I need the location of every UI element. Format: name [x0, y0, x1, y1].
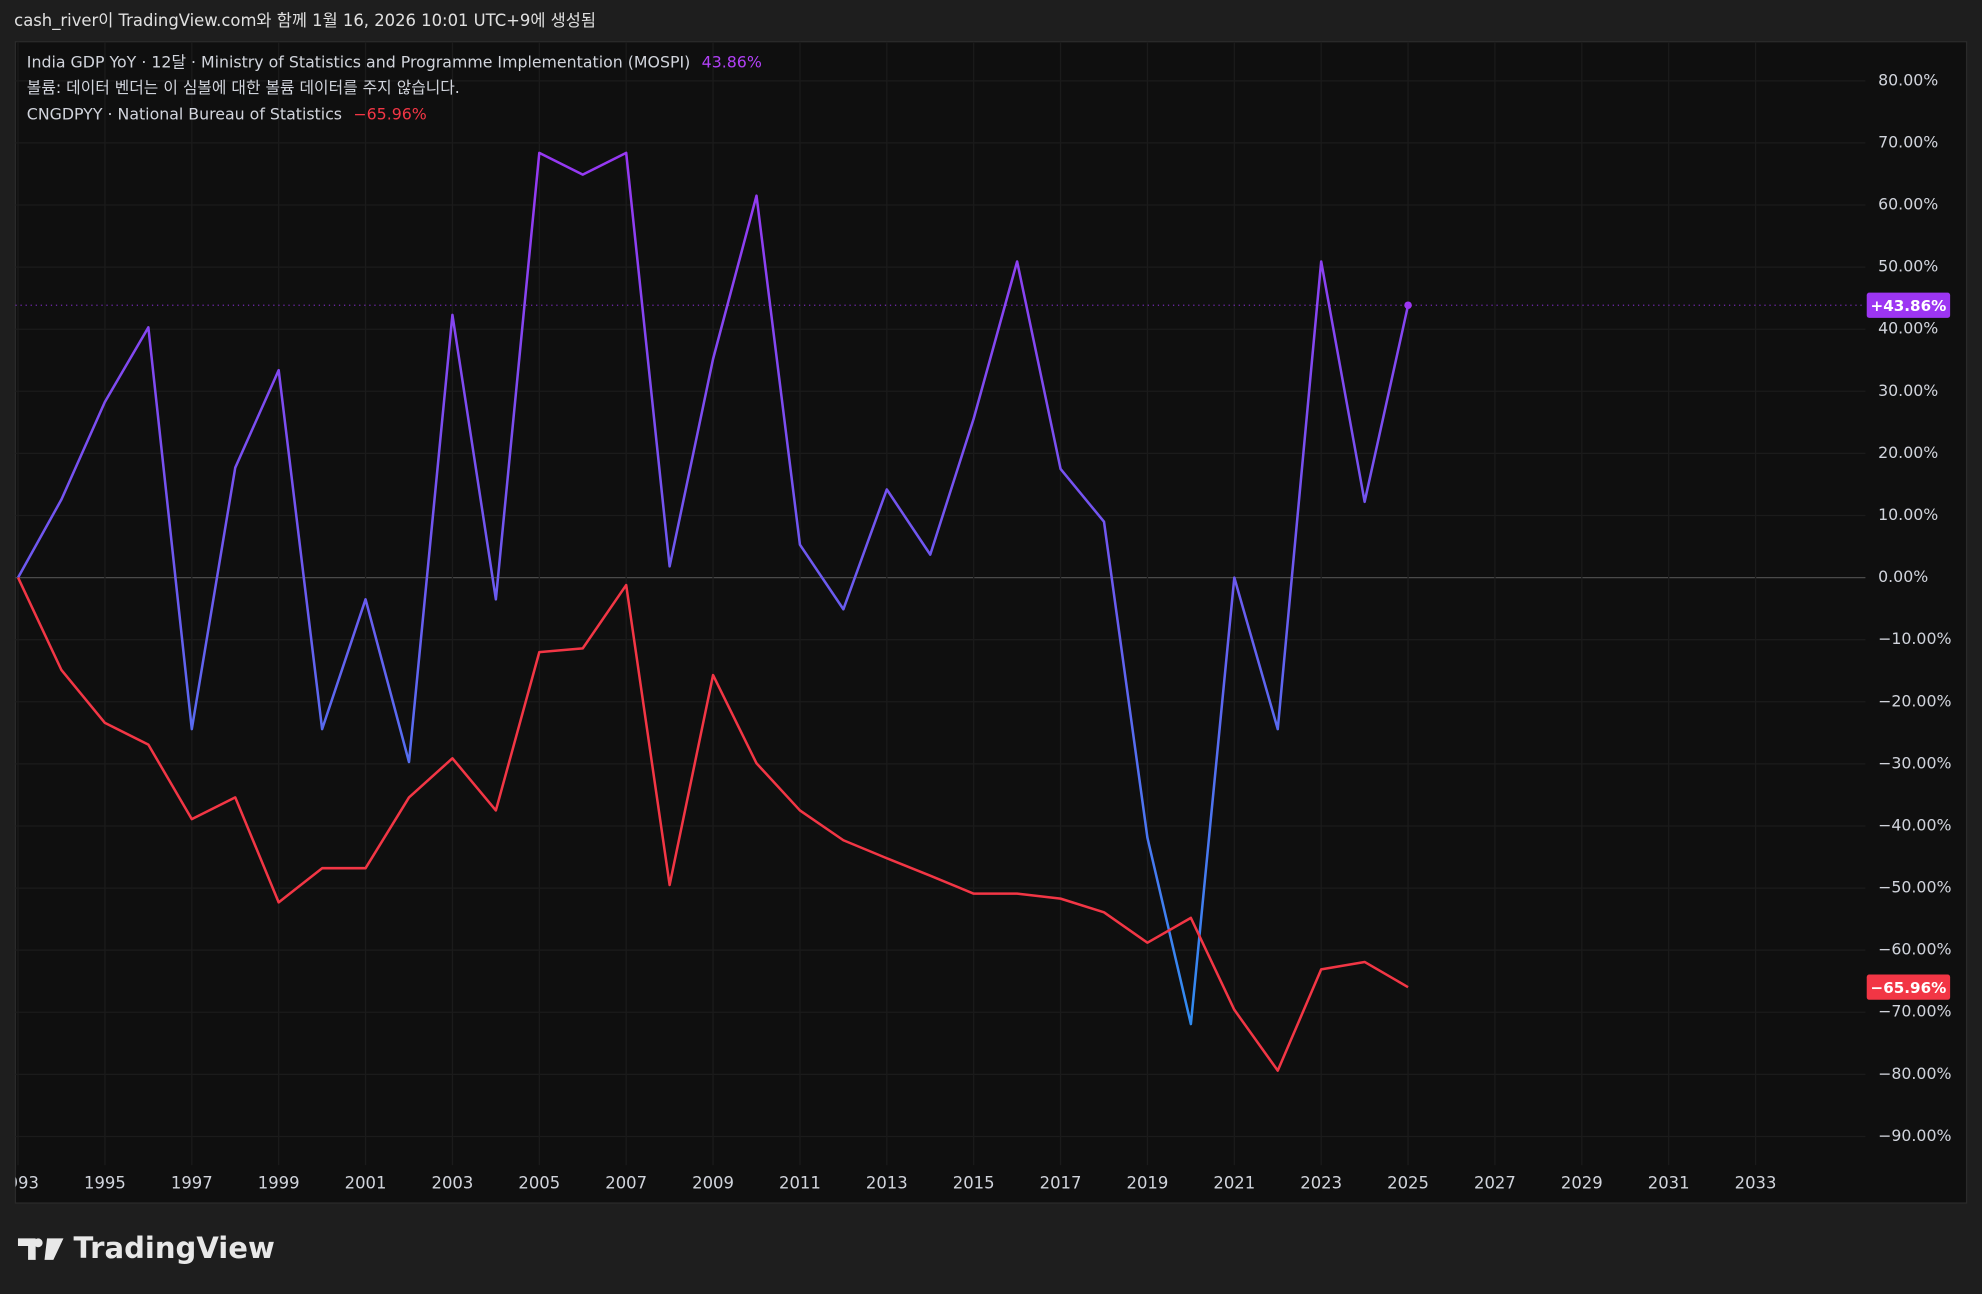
grid: [15, 41, 1866, 1166]
x-tick-label: 2027: [1474, 1174, 1516, 1193]
x-tick-label: 2005: [518, 1174, 560, 1193]
price-badge-label: +43.86%: [1871, 297, 1947, 315]
x-tick-label: 2029: [1561, 1174, 1603, 1193]
y-tick-label: −10.00%: [1878, 629, 1951, 648]
x-tick-label: 2017: [1040, 1174, 1082, 1193]
series-line: [16, 577, 1409, 1072]
legend-value: −65.96%: [353, 104, 426, 123]
x-tick-label: 2015: [953, 1174, 995, 1193]
y-tick-label: 40.00%: [1878, 319, 1938, 338]
x-tick-label: 1995: [84, 1174, 126, 1193]
axes: 80.00% 70.00% 60.00% 50.00% 40.00% 30.00% 20.0…: [0, 70, 1951, 1193]
x-tick-label: 1997: [171, 1174, 213, 1193]
price-badge: [1866, 292, 1951, 318]
header: cash_river이 TradingView.com와 함께 1월 16, 2…: [14, 11, 596, 31]
x-tick-label: 2013: [866, 1174, 908, 1193]
series-lines: [15, 151, 1866, 1072]
volume-note: 볼륨: 데이터 벤더는 이 심볼에 대한 볼륨 데이터를 주지 않습니다.: [27, 78, 460, 97]
footer-brand: TradingView: [74, 1231, 275, 1265]
y-tick-label: −80.00%: [1878, 1064, 1951, 1083]
x-tick-label: 2007: [605, 1174, 647, 1193]
last-point: [1404, 301, 1412, 310]
price-badge: [1866, 974, 1951, 1000]
y-tick-label: 0.00%: [1878, 567, 1928, 586]
y-tick-label: 20.00%: [1878, 443, 1938, 462]
legend: India GDP YoY · 12달 · Ministry of Statis…: [27, 53, 762, 124]
x-tick-label: 2011: [779, 1174, 821, 1193]
price-badge-label: −65.96%: [1871, 979, 1947, 997]
logo: TradingView: [17, 1231, 275, 1265]
x-tick-label: 2009: [692, 1174, 734, 1193]
x-tick-label: 2001: [345, 1174, 387, 1193]
x-tick-label: 2003: [432, 1174, 474, 1193]
y-tick-label: 70.00%: [1878, 132, 1938, 151]
y-tick-label: −40.00%: [1878, 815, 1951, 834]
x-tick-label: 2023: [1300, 1174, 1342, 1193]
x-tick-label: 2031: [1648, 1174, 1690, 1193]
y-tick-label: −60.00%: [1878, 940, 1951, 959]
y-tick-label: −50.00%: [1878, 878, 1951, 897]
y-tick-label: −70.00%: [1878, 1002, 1951, 1021]
y-tick-label: 80.00%: [1878, 70, 1938, 89]
chart-area: [14, 41, 1968, 1204]
x-tick-label: 1999: [258, 1174, 300, 1193]
y-tick-label: −30.00%: [1878, 753, 1951, 772]
y-tick-label: −20.00%: [1878, 691, 1951, 710]
y-tick-label: 10.00%: [1878, 505, 1938, 524]
x-tick-label: 2025: [1387, 1174, 1429, 1193]
y-tick-label: 50.00%: [1878, 257, 1938, 276]
x-tick-label: 2021: [1213, 1174, 1255, 1193]
y-tick-label: 60.00%: [1878, 195, 1938, 214]
y-tick-label: 30.00%: [1878, 381, 1938, 400]
legend-name: CNGDPYY · National Bureau of Statistics: [27, 104, 342, 123]
series-line: [16, 151, 1410, 1026]
x-tick-label: 1993: [0, 1174, 39, 1193]
x-tick-label: 2033: [1735, 1174, 1777, 1193]
legend-value: 43.86%: [702, 53, 762, 72]
legend-name: India GDP YoY · 12달 · Ministry of Statis…: [27, 53, 690, 72]
x-tick-label: 2019: [1127, 1174, 1169, 1193]
y-tick-label: −90.00%: [1878, 1126, 1951, 1145]
